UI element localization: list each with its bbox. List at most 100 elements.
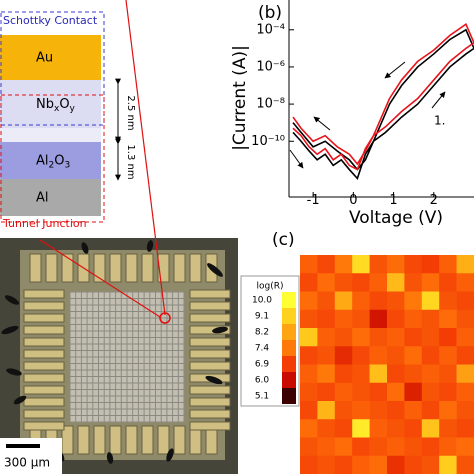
layer-label: NbxOy bbox=[36, 97, 76, 114]
layer bbox=[0, 35, 101, 80]
iv-curve bbox=[292, 22, 474, 171]
y-tick-label: 10⁻¹⁰ bbox=[251, 134, 285, 149]
spacer bbox=[0, 128, 101, 142]
heatmap-cell bbox=[387, 437, 405, 457]
junction-marker bbox=[159, 312, 171, 324]
heatmap-cell bbox=[421, 419, 440, 438]
heatmap-cell bbox=[404, 346, 423, 365]
heatmap: log(R) 10.0 9.1 8.2 7.4 6.9 6.0 5.1 bbox=[240, 255, 474, 474]
label-part: y bbox=[70, 104, 76, 114]
heatmap-cell bbox=[387, 255, 405, 274]
heatmap-cell bbox=[334, 382, 353, 402]
heatmap-cell bbox=[456, 346, 474, 365]
scale-label: 300 µm bbox=[4, 456, 50, 470]
heatmap-cell bbox=[404, 437, 423, 457]
heatmap-cell bbox=[421, 255, 440, 274]
heatmap-cell bbox=[369, 273, 388, 292]
wire-blob bbox=[207, 263, 223, 277]
heatmap-cell bbox=[439, 328, 457, 347]
heatmap-cell bbox=[404, 328, 423, 347]
heatmap-cell bbox=[352, 437, 370, 457]
heatmap-cell bbox=[369, 255, 388, 274]
heatmap-cell bbox=[300, 455, 318, 474]
heatmap-cell bbox=[456, 382, 474, 402]
layer-label: Au bbox=[36, 50, 53, 65]
colorbar-label: 7.4 bbox=[255, 344, 270, 354]
heatmap-cell bbox=[456, 364, 474, 384]
heatmap-cell bbox=[300, 309, 318, 329]
heatmap-cell bbox=[317, 309, 336, 329]
colorbar-label: 9.1 bbox=[255, 312, 269, 322]
colorbar-title: log(R) bbox=[257, 282, 284, 292]
heatmap-cell bbox=[369, 346, 388, 365]
heatmap-cell bbox=[369, 419, 388, 438]
pad bbox=[61, 253, 74, 283]
thickness-label: 2.5 nm bbox=[125, 95, 136, 130]
heatmap-cell bbox=[439, 419, 457, 438]
heatmap-cell bbox=[404, 382, 423, 402]
heatmap-cell bbox=[300, 328, 318, 347]
heatmap-cell bbox=[439, 401, 457, 420]
pad bbox=[23, 313, 65, 323]
plot-area bbox=[292, 22, 474, 180]
wire-blob bbox=[166, 448, 174, 462]
heatmap-cell bbox=[317, 364, 336, 384]
wire-blob bbox=[4, 295, 20, 305]
heatmap-cell bbox=[404, 401, 423, 420]
heatmap-cell bbox=[352, 401, 370, 420]
pad bbox=[189, 301, 231, 311]
heatmap-cell bbox=[387, 401, 405, 420]
heatmap-cell bbox=[317, 328, 336, 347]
schottky-label: Schottky Contact bbox=[3, 14, 98, 27]
heatmap-cell bbox=[334, 291, 353, 311]
pad bbox=[125, 425, 138, 455]
layer bbox=[0, 80, 101, 128]
pad bbox=[23, 409, 65, 419]
heatmap-cell bbox=[421, 309, 440, 329]
heatmap-cell bbox=[300, 382, 318, 402]
heatmap-cell bbox=[387, 309, 405, 329]
colorbar-swatch bbox=[282, 340, 296, 356]
pad bbox=[23, 421, 65, 431]
pad bbox=[23, 349, 65, 359]
label-part: 3 bbox=[64, 160, 70, 170]
colorbar-swatch bbox=[282, 292, 296, 308]
arrow bbox=[431, 91, 446, 109]
heatmap-cell bbox=[387, 455, 405, 474]
pad bbox=[23, 301, 65, 311]
panel-label: (b) bbox=[258, 3, 282, 23]
heatmap-cell bbox=[387, 273, 405, 292]
colorbar-label: 6.0 bbox=[255, 376, 270, 386]
heatmap-cell bbox=[421, 401, 440, 420]
heatmap-cell bbox=[317, 273, 336, 292]
heatmap-cell bbox=[456, 328, 474, 347]
wire-blob bbox=[146, 240, 154, 252]
x-tick-label: 1 bbox=[389, 193, 397, 208]
heatmap-cell bbox=[352, 364, 370, 384]
heatmap-cell bbox=[300, 419, 318, 438]
colorbar-label: 10.0 bbox=[252, 296, 272, 306]
pad bbox=[125, 253, 138, 283]
y-tick-label: 10⁻⁸ bbox=[256, 97, 285, 112]
heatmap-cell bbox=[317, 455, 336, 474]
heatmap-cell bbox=[456, 255, 474, 274]
colorbar-swatch bbox=[282, 324, 296, 340]
pad bbox=[173, 253, 186, 283]
heatmap-cell bbox=[421, 328, 440, 347]
pad bbox=[189, 421, 231, 431]
pad bbox=[173, 425, 186, 455]
heatmap-cell bbox=[352, 382, 370, 402]
pad bbox=[45, 253, 58, 283]
heatmap-cell bbox=[387, 346, 405, 365]
wire-blob bbox=[6, 368, 22, 376]
layer-label: Al bbox=[36, 190, 49, 205]
pad bbox=[189, 385, 231, 395]
pad bbox=[141, 253, 154, 283]
heatmap-cell bbox=[334, 255, 353, 274]
pad bbox=[23, 289, 65, 299]
pad bbox=[189, 253, 202, 283]
heatmap-cell bbox=[456, 291, 474, 311]
heatmap-cell bbox=[334, 455, 353, 474]
tunnel-box bbox=[0, 94, 105, 223]
